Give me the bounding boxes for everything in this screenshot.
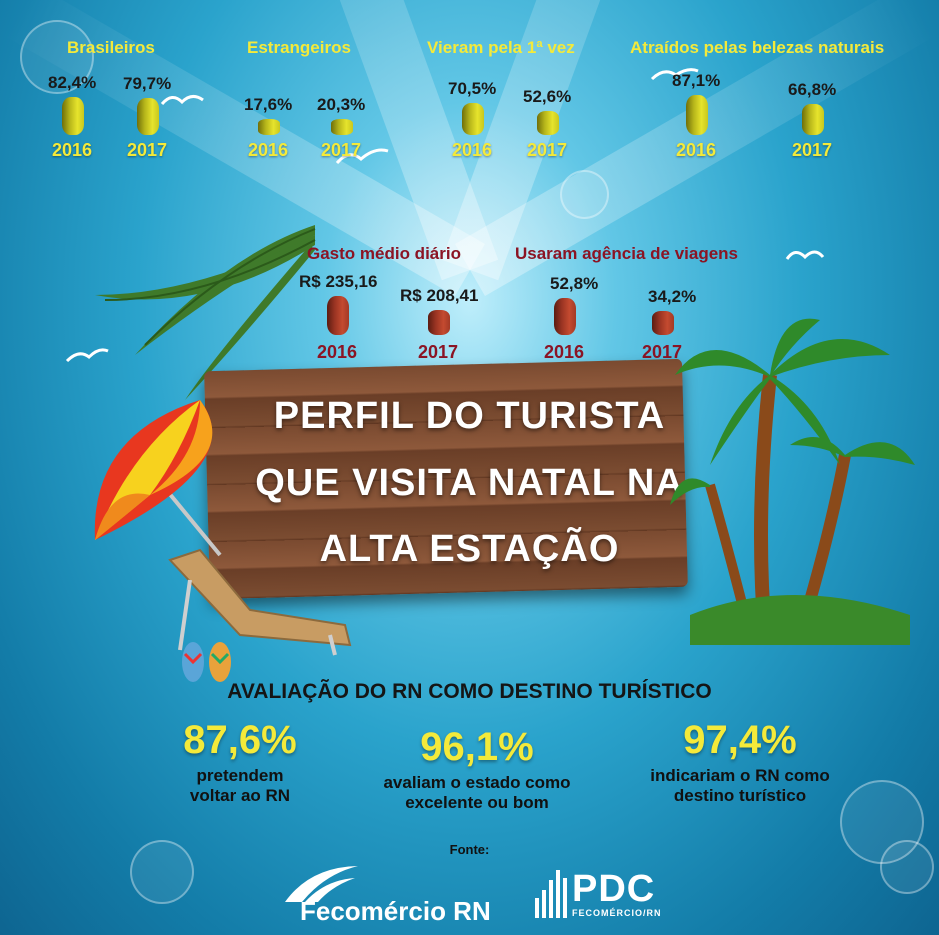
- lounge-chair-icon: [168, 548, 352, 656]
- data-label: R$ 235,16: [299, 271, 378, 291]
- data-label: 20,3%: [317, 95, 366, 114]
- evaluation-desc: indicariam o RN como destino turístico: [610, 766, 870, 806]
- data-label: 82,4%: [48, 73, 97, 93]
- evaluation-value: 97,4%: [683, 718, 797, 762]
- stat-title: Usaram agência de viagens: [515, 244, 739, 263]
- seagull-icon: [650, 68, 699, 81]
- bar-2016: [462, 102, 484, 135]
- year-label: 2017: [792, 140, 833, 160]
- pdc-logo-bars-icon: [535, 870, 567, 918]
- seagull-icon: [335, 148, 389, 165]
- data-label: 79,7%: [123, 74, 172, 94]
- bokeh-circle: [880, 840, 934, 894]
- stat-title: Gasto médio diário: [307, 244, 461, 263]
- evaluation-desc: pretendem voltar ao RN: [140, 766, 340, 806]
- bar-2017: [537, 110, 559, 135]
- data-label: 87,1%: [672, 70, 721, 90]
- pdc-logo-text: PDC: [572, 868, 656, 910]
- bar-2017: [802, 104, 824, 135]
- fecomercio-logo-text: Fecomércio RN: [300, 896, 491, 926]
- bokeh-circle: [130, 840, 194, 904]
- seagull-icon: [65, 348, 109, 363]
- evaluation-desc-line: destino turístico: [673, 786, 807, 805]
- bar-2016: [62, 97, 84, 135]
- year-label: 2017: [418, 342, 459, 362]
- data-label: 66,8%: [788, 80, 837, 100]
- seagull-icon: [160, 95, 204, 106]
- year-label: 2017: [642, 342, 683, 362]
- flip-flops-icon: [182, 642, 231, 682]
- bar-2017: [331, 119, 353, 135]
- data-label: 34,2%: [648, 287, 697, 307]
- bokeh-circle: [840, 780, 924, 864]
- bokeh-circle: [20, 20, 94, 94]
- bokeh-circle: [560, 170, 609, 219]
- beach-umbrella-icon: [94, 400, 222, 557]
- evaluation-title: AVALIAÇÃO DO RN COMO DESTINO TURÍSTICO: [227, 680, 712, 703]
- data-label: 52,8%: [550, 274, 599, 294]
- pdc-logo-subtext: FECOMÉRCIO/RN: [572, 908, 662, 918]
- data-label: 70,5%: [448, 78, 497, 98]
- bar-2016: [327, 295, 349, 335]
- evaluation-desc-line: voltar ao RN: [189, 786, 291, 805]
- evaluation-value: 87,6%: [183, 718, 297, 762]
- data-label: 52,6%: [523, 86, 572, 106]
- evaluation-desc-line: excelente ou bom: [405, 793, 549, 812]
- year-label: 2016: [452, 140, 493, 160]
- year-label: 2017: [321, 140, 362, 160]
- source-label: Fonte:: [449, 842, 490, 857]
- year-label: 2017: [127, 140, 168, 160]
- sign-title-line: QUE VISITA NATAL NA: [255, 462, 684, 504]
- seagull-icon: [785, 250, 825, 260]
- year-label: 2016: [52, 140, 93, 160]
- year-label: 2017: [527, 140, 568, 160]
- fecomercio-logo-icon: [285, 866, 358, 902]
- bar-2017: [652, 311, 674, 335]
- stat-title: Vieram pela 1ª vez: [427, 38, 575, 57]
- evaluation-desc-line: avaliam o estado como: [383, 773, 571, 792]
- bar-2016: [554, 298, 576, 335]
- year-label: 2016: [248, 140, 289, 160]
- evaluation-desc-line: pretendem: [196, 766, 284, 785]
- data-label: 17,6%: [244, 95, 293, 114]
- stat-title: Estrangeiros: [247, 38, 351, 57]
- bar-2016: [686, 94, 708, 135]
- year-label: 2016: [317, 342, 358, 362]
- sign-title-line: PERFIL DO TURISTA: [273, 395, 666, 437]
- bar-2017: [428, 310, 450, 335]
- stat-title: Brasileiros: [67, 38, 155, 57]
- palm-trees-icon: [670, 318, 915, 645]
- bar-2016: [258, 119, 280, 135]
- year-label: 2016: [544, 342, 585, 362]
- sign-title-line: ALTA ESTAÇÃO: [319, 528, 620, 570]
- bar-2017: [137, 98, 159, 135]
- evaluation-desc-line: indicariam o RN como: [650, 766, 830, 785]
- evaluation-value: 96,1%: [420, 725, 534, 769]
- stat-title: Atraídos pelas belezas naturais: [630, 38, 885, 57]
- year-label: 2016: [676, 140, 717, 160]
- data-label: R$ 208,41: [400, 286, 479, 306]
- evaluation-desc: avaliam o estado como excelente ou bom: [352, 773, 602, 813]
- palm-leaves-icon: [95, 225, 316, 400]
